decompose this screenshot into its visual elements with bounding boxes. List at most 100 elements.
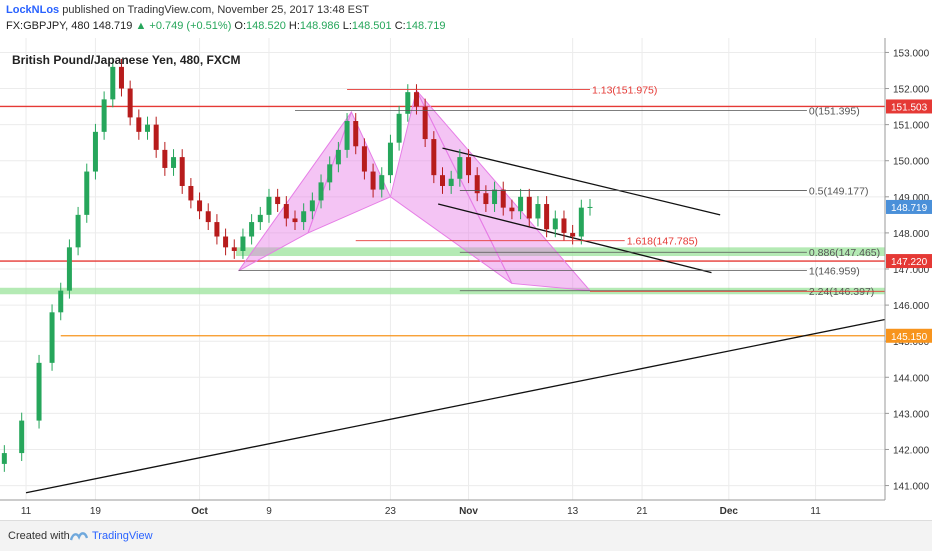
fib-level-label: 2.24(146.397) <box>809 286 874 298</box>
x-tick-label: 19 <box>90 506 102 517</box>
candle-body <box>257 214 263 223</box>
candle-body <box>223 236 229 248</box>
fib-level-label: 0.886(147.465) <box>809 247 880 259</box>
candle-body <box>162 149 168 168</box>
y-tick-label: 142.000 <box>893 445 930 456</box>
x-tick-label: 11 <box>21 506 32 517</box>
candle-body <box>292 218 298 223</box>
fib-level-label: 0.5(149.177) <box>809 185 869 197</box>
candle-body <box>1 453 7 464</box>
x-tick-label: 23 <box>385 506 397 517</box>
candle-body <box>587 206 593 208</box>
price-change: ▲ +0.749 (+0.51%) <box>135 20 232 32</box>
candle-body <box>205 211 211 223</box>
candle-body <box>544 204 550 230</box>
candle-body <box>309 200 315 212</box>
published-text: published on TradingView.com, November 2… <box>62 4 370 16</box>
candle-body <box>440 175 445 186</box>
chart-header: LockNLos published on TradingView.com, N… <box>0 0 932 38</box>
x-tick-label: 9 <box>266 506 272 517</box>
candle-body <box>570 232 576 237</box>
close-label: C: <box>394 20 406 32</box>
candle-body <box>379 175 385 190</box>
trend-lines <box>25 147 886 494</box>
candle-body <box>136 117 142 132</box>
candle-body <box>110 66 116 100</box>
y-tick-label: 148.000 <box>893 229 930 240</box>
horizontal-lines <box>0 105 885 337</box>
open-value: 148.520 <box>246 20 286 32</box>
last-price: 148.719 <box>92 20 133 32</box>
price-tag <box>886 328 932 343</box>
y-tick-label: 153.000 <box>893 48 930 59</box>
x-tick-label: Dec <box>720 506 739 517</box>
candle-body <box>19 420 25 454</box>
symbol-label: FX:GBPJPY, 480 <box>6 20 90 32</box>
candle-body <box>353 121 359 147</box>
y-tick-label: 147.000 <box>893 265 930 276</box>
candle-body <box>405 92 411 114</box>
y-tick-label: 144.000 <box>893 373 930 384</box>
publisher-username[interactable]: LockNLos <box>6 4 60 16</box>
candle-body <box>197 200 203 212</box>
x-tick-label: 11 <box>810 506 821 517</box>
x-tick-label: Oct <box>191 506 208 517</box>
candle-body <box>552 218 558 230</box>
fib-level-label: 0(151.395) <box>809 105 860 117</box>
candle-body <box>231 247 237 251</box>
candle-body <box>361 146 367 172</box>
support-zones <box>0 247 885 295</box>
candle-body <box>387 142 393 176</box>
candle-body <box>101 99 107 132</box>
tradingview-logo-icon <box>70 532 88 541</box>
x-tick-label: 13 <box>567 506 579 517</box>
candle-body <box>36 362 42 421</box>
candle-body <box>92 131 98 172</box>
y-tick-label: 146.000 <box>893 301 930 312</box>
candle-body <box>492 189 498 205</box>
candle-body <box>249 222 255 237</box>
chart-grid <box>0 38 885 500</box>
candle-body <box>518 196 524 212</box>
close-value: 148.719 <box>405 20 446 32</box>
created-with-text: Created with <box>8 530 70 542</box>
price-tag-label: 148.719 <box>891 203 928 214</box>
fib-level-label: 1.618(147.785) <box>627 236 698 248</box>
support-zone <box>0 287 885 295</box>
candle-body <box>526 196 532 219</box>
candle-body <box>49 312 55 363</box>
candle-body <box>561 218 567 233</box>
candle-body <box>153 124 159 150</box>
candles <box>1 58 593 472</box>
candle-body <box>448 178 454 186</box>
y-tick-label: 143.000 <box>893 409 930 420</box>
candle-body <box>509 207 515 212</box>
fib-level-label: 1.13(151.975) <box>592 84 657 96</box>
candle-body <box>188 185 194 201</box>
x-tick-label: Nov <box>459 506 478 517</box>
price-chart[interactable]: 0(151.395) 0.5(149.177) 0.886(147.465) 1(14… <box>0 38 932 520</box>
y-tick-label: 151.000 <box>893 121 930 132</box>
candle-body <box>422 106 428 140</box>
price-tag-label: 151.503 <box>891 102 928 113</box>
candle-body <box>413 92 419 107</box>
candle-body <box>214 222 220 237</box>
publisher-line: LockNLos published on TradingView.com, N… <box>6 4 369 16</box>
x-tick-label: 21 <box>636 506 648 517</box>
candle-body <box>466 157 472 176</box>
y-tick-label: 149.000 <box>893 193 930 204</box>
tradingview-link[interactable]: TradingView <box>92 530 153 542</box>
price-tags: 151.503 148.719 147.220 145.150 <box>886 99 932 343</box>
trend-line <box>25 318 886 494</box>
candle-body <box>344 121 350 150</box>
candle-body <box>58 290 64 313</box>
candle-body <box>370 171 376 190</box>
footer: Created with TradingView <box>0 520 932 551</box>
candle-body <box>75 214 81 248</box>
candle-body <box>145 124 150 132</box>
candle-body <box>266 196 272 215</box>
candle-body <box>327 164 333 183</box>
trend-line <box>442 147 721 216</box>
low-value: 148.501 <box>351 20 392 32</box>
candle-body <box>301 211 307 223</box>
